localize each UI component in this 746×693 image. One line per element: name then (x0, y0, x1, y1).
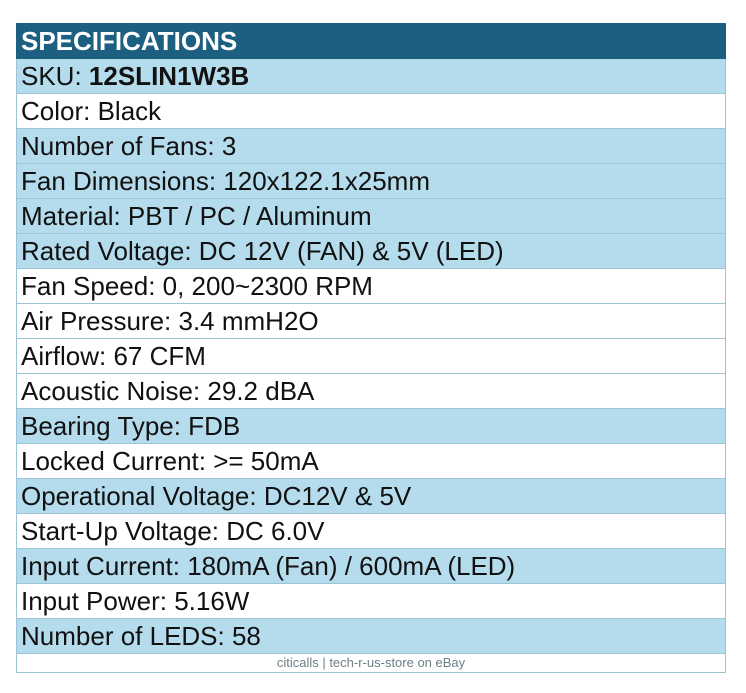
spec-bearing-type: Bearing Type: FDB (16, 408, 726, 444)
table-row: Number of Fans: 3 (16, 128, 726, 164)
sku-cell: SKU: 12SLIN1W3B (16, 58, 726, 94)
table-footer-row: citicalls | tech-r-us-store on eBay (16, 653, 726, 673)
spec-input-power: Input Power: 5.16W (16, 583, 726, 619)
specifications-title: SPECIFICATIONS (16, 23, 726, 59)
store-footer: citicalls | tech-r-us-store on eBay (16, 653, 726, 673)
spec-color: Color: Black (16, 93, 726, 129)
sku-value: 12SLIN1W3B (88, 61, 250, 91)
spec-start-up-voltage: Start-Up Voltage: DC 6.0V (16, 513, 726, 549)
table-row: Color: Black (16, 93, 726, 129)
table-row: Fan Dimensions: 120x122.1x25mm (16, 163, 726, 199)
spec-locked-current: Locked Current: >= 50mA (16, 443, 726, 479)
spec-acoustic-noise: Acoustic Noise: 29.2 dBA (16, 373, 726, 409)
table-header-row: SPECIFICATIONS (16, 23, 726, 59)
table-row: Fan Speed: 0, 200~2300 RPM (16, 268, 726, 304)
spec-fan-speed: Fan Speed: 0, 200~2300 RPM (16, 268, 726, 304)
table-row: Bearing Type: FDB (16, 408, 726, 444)
table-row: Locked Current: >= 50mA (16, 443, 726, 479)
table-row: Acoustic Noise: 29.2 dBA (16, 373, 726, 409)
spec-fan-dimensions: Fan Dimensions: 120x122.1x25mm (16, 163, 726, 199)
spec-number-of-fans: Number of Fans: 3 (16, 128, 726, 164)
specifications-table: SPECIFICATIONS SKU: 12SLIN1W3B Color: Bl… (16, 23, 726, 673)
table-row: SKU: 12SLIN1W3B (16, 58, 726, 94)
table-row: Rated Voltage: DC 12V (FAN) & 5V (LED) (16, 233, 726, 269)
table-row: Start-Up Voltage: DC 6.0V (16, 513, 726, 549)
spec-material: Material: PBT / PC / Aluminum (16, 198, 726, 234)
table-row: Operational Voltage: DC12V & 5V (16, 478, 726, 514)
sku-label: SKU: (21, 61, 89, 91)
table-row: Input Power: 5.16W (16, 583, 726, 619)
spec-airflow: Airflow: 67 CFM (16, 338, 726, 374)
table-row: Material: PBT / PC / Aluminum (16, 198, 726, 234)
spec-air-pressure: Air Pressure: 3.4 mmH2O (16, 303, 726, 339)
table-row: Number of LEDS: 58 (16, 618, 726, 654)
spec-rated-voltage: Rated Voltage: DC 12V (FAN) & 5V (LED) (16, 233, 726, 269)
table-row: Input Current: 180mA (Fan) / 600mA (LED) (16, 548, 726, 584)
table-row: Air Pressure: 3.4 mmH2O (16, 303, 726, 339)
spec-operational-voltage: Operational Voltage: DC12V & 5V (16, 478, 726, 514)
table-row: Airflow: 67 CFM (16, 338, 726, 374)
spec-number-of-leds: Number of LEDS: 58 (16, 618, 726, 654)
spec-input-current: Input Current: 180mA (Fan) / 600mA (LED) (16, 548, 726, 584)
